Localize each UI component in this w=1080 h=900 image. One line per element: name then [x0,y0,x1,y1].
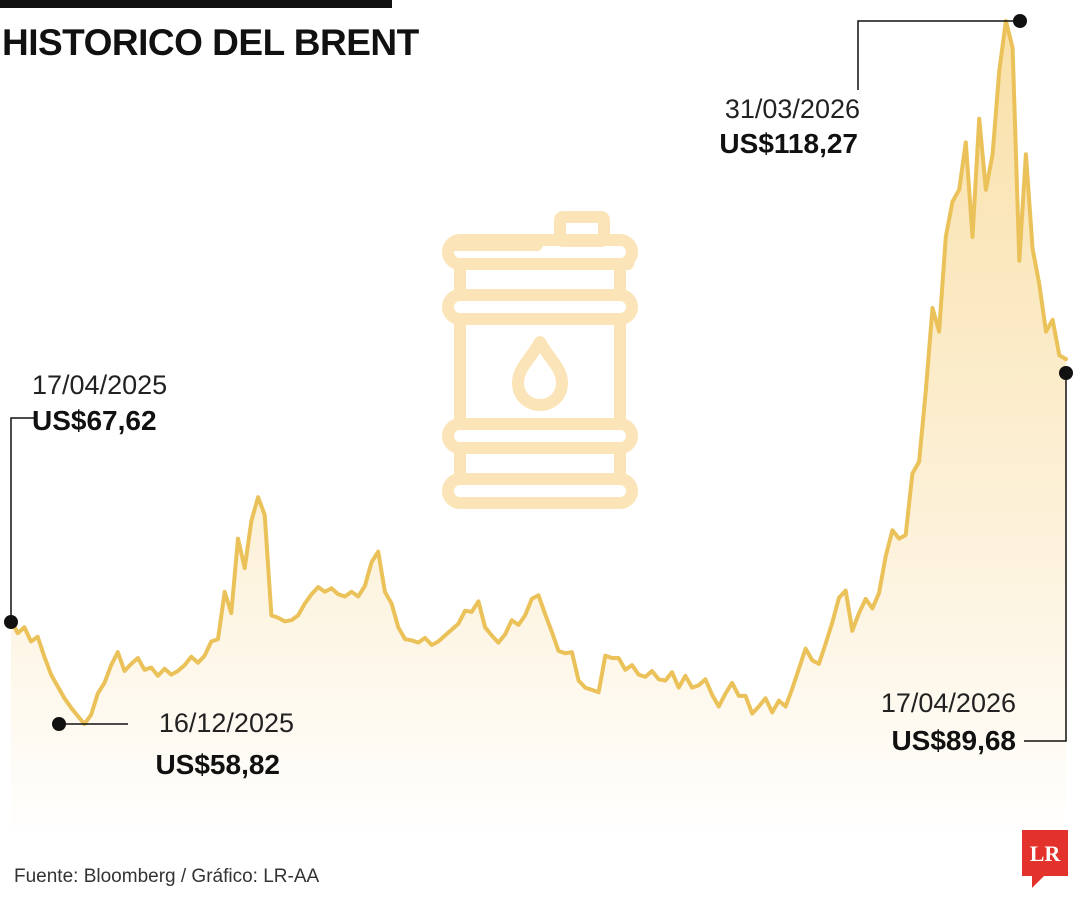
annotation-date: 17/04/2025 [32,370,167,400]
price-area [11,21,1066,840]
annotation-date: 17/04/2026 [881,688,1016,718]
point-marker [4,615,18,629]
annotation-value: US$58,82 [155,749,280,780]
annotation-end: 17/04/2026 US$89,68 [881,366,1073,756]
annotation-value: US$67,62 [32,405,157,436]
annotation-low: 16/12/2025 US$58,82 [52,708,294,780]
oil-barrel-icon [442,211,638,509]
price-line [9,19,1068,726]
annotation-value: US$118,27 [719,128,858,159]
annotation-value: US$89,68 [891,725,1016,756]
annotation-date: 16/12/2025 [159,708,294,738]
point-marker [1059,366,1073,380]
annotation-date: 31/03/2026 [725,94,860,124]
source-note: Fuente: Bloomberg / Gráfico: LR-AA [14,866,320,887]
point-marker [52,717,66,731]
annotation-start: 17/04/2025 US$67,62 [4,370,167,629]
svg-text:LR: LR [1030,841,1062,866]
chart-title: HISTORICO DEL BRENT [2,22,419,63]
point-marker [1013,14,1027,28]
title-rule [0,0,392,8]
lr-logo: LR [1022,830,1068,888]
annotation-peak: 31/03/2026 US$118,27 [719,14,1027,159]
